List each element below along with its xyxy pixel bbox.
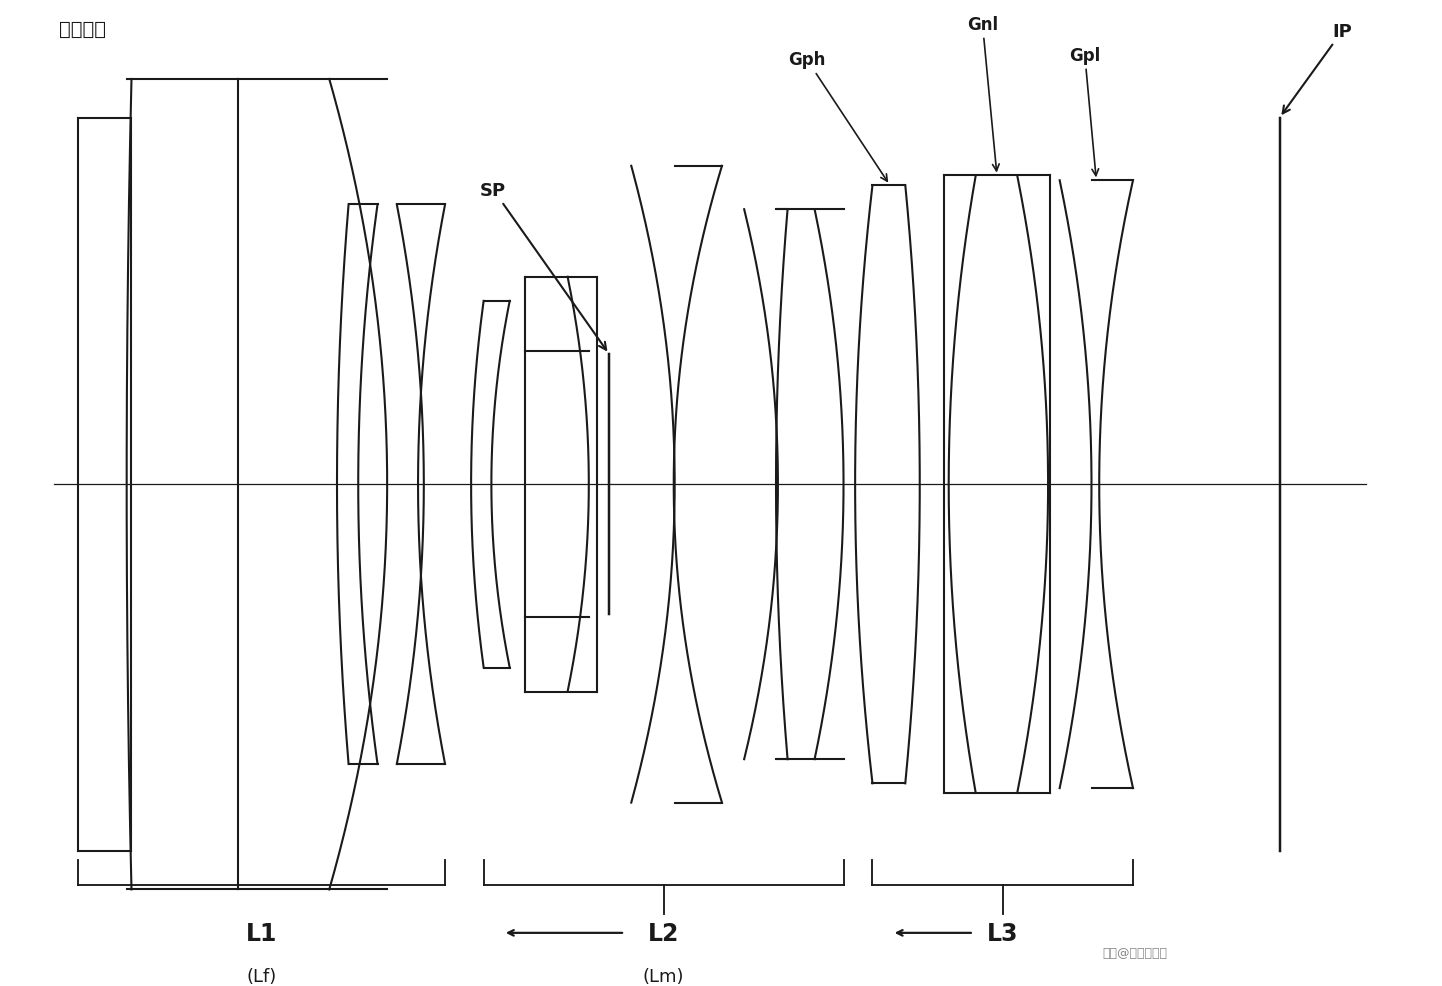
Text: 头条@任吉的云吹: 头条@任吉的云吹 <box>1103 946 1168 958</box>
Text: (Lf): (Lf) <box>247 967 277 985</box>
Text: L3: L3 <box>986 921 1018 945</box>
Text: 『图４』: 『图４』 <box>59 21 107 39</box>
Text: (Lm): (Lm) <box>643 967 685 985</box>
Text: IP: IP <box>1282 23 1353 114</box>
Text: L1: L1 <box>247 921 277 945</box>
Text: Gpl: Gpl <box>1069 46 1100 176</box>
Text: L2: L2 <box>647 921 679 945</box>
Text: Gnl: Gnl <box>968 16 999 172</box>
Text: Gph: Gph <box>789 51 887 182</box>
Text: SP: SP <box>480 181 606 350</box>
